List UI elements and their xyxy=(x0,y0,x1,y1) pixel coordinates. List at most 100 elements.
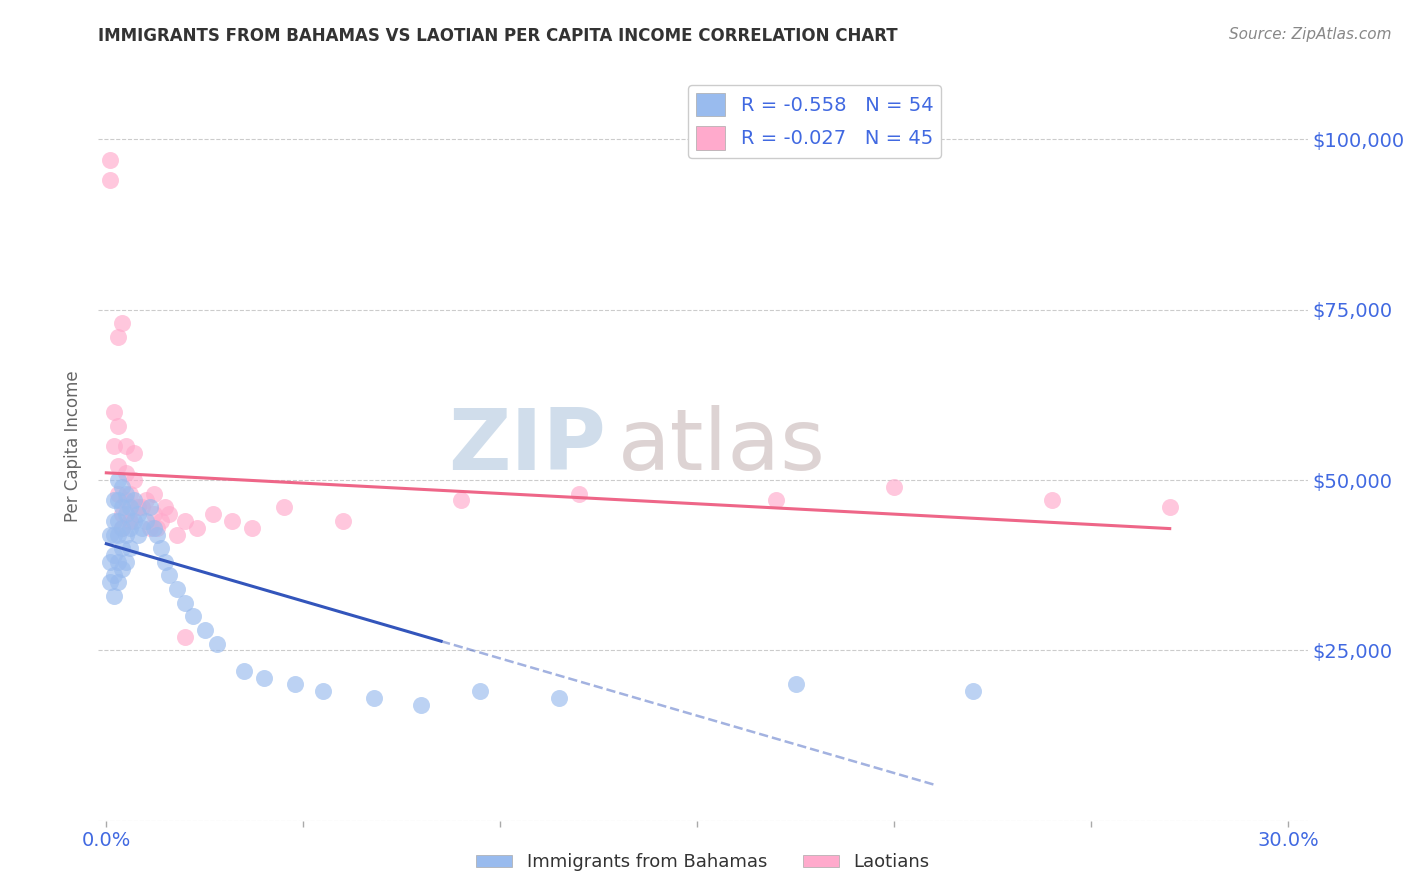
Point xyxy=(118,486,141,500)
Point xyxy=(765,493,787,508)
Point xyxy=(111,561,134,575)
Point xyxy=(450,493,472,508)
Point xyxy=(118,521,141,535)
Point xyxy=(150,514,173,528)
Text: IMMIGRANTS FROM BAHAMAS VS LAOTIAN PER CAPITA INCOME CORRELATION CHART: IMMIGRANTS FROM BAHAMAS VS LAOTIAN PER C… xyxy=(98,27,898,45)
Point xyxy=(883,480,905,494)
Point xyxy=(174,630,197,644)
Point xyxy=(107,473,129,487)
Point xyxy=(135,493,157,508)
Point xyxy=(103,439,125,453)
Point xyxy=(127,500,149,515)
Point xyxy=(1040,493,1063,508)
Point xyxy=(205,636,228,650)
Point xyxy=(146,521,169,535)
Point xyxy=(157,568,180,582)
Point xyxy=(155,555,177,569)
Point xyxy=(107,527,129,541)
Point xyxy=(107,330,129,344)
Point xyxy=(107,493,129,508)
Point xyxy=(131,500,153,515)
Point xyxy=(284,677,307,691)
Point xyxy=(194,623,217,637)
Point xyxy=(122,446,145,460)
Point xyxy=(166,582,188,596)
Point xyxy=(122,493,145,508)
Point xyxy=(166,527,188,541)
Point xyxy=(363,691,385,706)
Point xyxy=(411,698,433,712)
Point xyxy=(111,521,134,535)
Point xyxy=(312,684,335,698)
Point xyxy=(138,500,160,515)
Point xyxy=(111,541,134,556)
Point xyxy=(1159,500,1181,515)
Point xyxy=(118,514,141,528)
Point xyxy=(548,691,571,706)
Point xyxy=(98,153,121,167)
Point xyxy=(150,541,173,556)
Point xyxy=(155,500,177,515)
Point xyxy=(127,507,149,521)
Point xyxy=(181,609,204,624)
Point xyxy=(142,521,165,535)
Point xyxy=(332,514,354,528)
Point xyxy=(115,555,138,569)
Point xyxy=(122,473,145,487)
Legend: R = -0.558   N = 54, R = -0.027   N = 45: R = -0.558 N = 54, R = -0.027 N = 45 xyxy=(689,85,941,158)
Point xyxy=(111,521,134,535)
Point xyxy=(174,514,197,528)
Point xyxy=(115,486,138,500)
Point xyxy=(186,521,208,535)
Point xyxy=(273,500,295,515)
Point xyxy=(111,317,134,331)
Point xyxy=(157,507,180,521)
Text: atlas: atlas xyxy=(619,404,827,488)
Point xyxy=(107,575,129,590)
Point xyxy=(107,514,129,528)
Point xyxy=(115,507,138,521)
Point xyxy=(253,671,276,685)
Point xyxy=(470,684,492,698)
Point xyxy=(115,467,138,481)
Point xyxy=(103,568,125,582)
Point xyxy=(962,684,984,698)
Point xyxy=(115,527,138,541)
Point xyxy=(118,514,141,528)
Point xyxy=(118,500,141,515)
Point xyxy=(146,527,169,541)
Point xyxy=(127,527,149,541)
Point xyxy=(174,596,197,610)
Point xyxy=(103,493,125,508)
Point xyxy=(135,514,157,528)
Point xyxy=(785,677,807,691)
Point xyxy=(118,541,141,556)
Point xyxy=(240,521,263,535)
Point xyxy=(233,664,256,678)
Point xyxy=(103,589,125,603)
Text: Source: ZipAtlas.com: Source: ZipAtlas.com xyxy=(1229,27,1392,42)
Legend: Immigrants from Bahamas, Laotians: Immigrants from Bahamas, Laotians xyxy=(470,847,936,879)
Point xyxy=(111,507,134,521)
Point xyxy=(131,521,153,535)
Y-axis label: Per Capita Income: Per Capita Income xyxy=(65,370,83,522)
Point xyxy=(221,514,243,528)
Point xyxy=(127,500,149,515)
Point xyxy=(122,514,145,528)
Point xyxy=(142,486,165,500)
Point xyxy=(103,548,125,562)
Point xyxy=(98,527,121,541)
Point xyxy=(111,500,134,515)
Point xyxy=(201,507,224,521)
Point xyxy=(107,459,129,474)
Point xyxy=(107,418,129,433)
Point xyxy=(107,555,129,569)
Point xyxy=(115,439,138,453)
Point xyxy=(103,527,125,541)
Point xyxy=(142,507,165,521)
Point xyxy=(115,493,138,508)
Point xyxy=(98,555,121,569)
Point xyxy=(111,480,134,494)
Point xyxy=(107,486,129,500)
Point xyxy=(103,405,125,419)
